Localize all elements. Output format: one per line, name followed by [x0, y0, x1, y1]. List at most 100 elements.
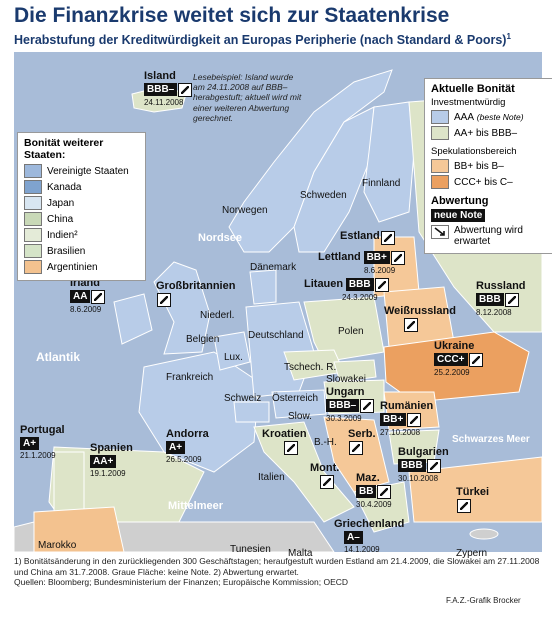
- land-norwegen: [228, 69, 393, 253]
- rating-bulgarien: Bulgarien BBB 30.10.2008: [398, 446, 449, 483]
- arrow-glyph: [434, 227, 445, 236]
- arrow-down-icon: [374, 278, 389, 292]
- rating-badge: BBB: [398, 459, 426, 472]
- rating-badge: BB+: [363, 251, 390, 264]
- legend-abwertung-title: Abwertung: [431, 195, 489, 207]
- rating-badge: BB+: [380, 413, 407, 426]
- legend-title: Bonität weiterer Staaten:: [24, 137, 104, 161]
- land-polen: [303, 296, 385, 363]
- country-daenemark: Dänemark: [250, 262, 297, 273]
- arrow-down-icon: [431, 225, 449, 239]
- rating-name: Rumänien: [380, 400, 434, 412]
- reading-example-note: Lesebeispiel: Island wurde am 24.11.2008…: [193, 72, 302, 123]
- swatch: [24, 180, 42, 194]
- rating-name: Lettland: [318, 251, 361, 263]
- sea-mittelmeer: Mittelmeer: [168, 500, 224, 512]
- legend-label: AAA: [454, 111, 475, 123]
- country-slowakei: Slowakei: [326, 374, 367, 385]
- rating-badge: A+: [166, 441, 186, 454]
- rating-ukraine: Ukraine CCC+ 25.2.2009: [434, 340, 483, 377]
- rating-date: 19.1.2009: [90, 469, 126, 478]
- rating-island: Island BBB– 24.11.2008: [144, 70, 193, 107]
- land-tuerkei: [408, 456, 542, 523]
- rating-name: Weißrussland: [384, 305, 456, 317]
- land-marokko: [33, 506, 125, 552]
- legend-label: Indien²: [47, 229, 78, 241]
- rating-badge: A–: [344, 531, 363, 544]
- country-deutschland: Deutschland: [248, 330, 304, 341]
- rating-name: Griechenland: [334, 518, 405, 530]
- rating-badge: AA+: [90, 455, 117, 468]
- legend-other-states: Bonität weiterer Staaten: Vereinigte Sta…: [17, 132, 146, 281]
- arrow-down-icon: [504, 293, 519, 307]
- rating-rumaenien: Rumänien BB+ 27.10.2008: [380, 400, 433, 437]
- land-benelux: [213, 331, 251, 371]
- arrow-down-icon: [426, 459, 441, 473]
- rating-date: 26.5.2009: [166, 455, 202, 464]
- rating-weissrussland: Weißrussland: [384, 305, 456, 332]
- legend-label: Japan: [47, 197, 75, 209]
- rating-tuerkei: Türkei: [456, 486, 489, 513]
- legend-item-expected: Abwertung wird erwartet: [431, 225, 547, 247]
- rating-date: 24.3.2009: [342, 293, 378, 302]
- sources-text: Quellen: Bloomberg; Bundesministerium de…: [14, 577, 349, 588]
- rating-grossbritannien: Großbritannien: [156, 280, 235, 307]
- page-subtitle: Herabstufung der Kreditwürdigkeit an Eur…: [14, 32, 511, 47]
- sea-schwarzes-meer: Schwarzes Meer: [452, 434, 530, 445]
- legend-item: Japan: [24, 196, 139, 210]
- arrow-down-icon: [407, 413, 422, 427]
- rating-andorra: Andorra A+ 26.5.2009: [166, 428, 209, 464]
- land-irland: [113, 293, 153, 345]
- land-schweiz: [233, 401, 270, 423]
- legend-item: Brasilien: [24, 244, 139, 258]
- rating-mazedonien: Maz. BB 30.4.2009: [356, 472, 392, 509]
- rating-date: 8.6.2009: [70, 305, 102, 314]
- rating-badge: AA: [70, 290, 91, 303]
- rating-serbien: Serb.: [348, 428, 376, 455]
- arrow-down-icon: [320, 475, 334, 489]
- rating-name: Maz.: [356, 472, 380, 484]
- land-zypern: [469, 528, 499, 540]
- rating-name: Türkei: [456, 486, 490, 498]
- arrow-down-icon: [468, 353, 483, 367]
- rating-name: Ungarn: [326, 386, 365, 398]
- rating-name: Kroatien: [262, 428, 307, 440]
- rating-ungarn: Ungarn BBB– 30.3.2009: [326, 386, 375, 423]
- legend-item: Argentinien: [24, 260, 139, 274]
- country-oesterreich: Österreich: [272, 393, 319, 404]
- footer-notes: 1) Bonitätsänderung in den zurückliegend…: [14, 556, 544, 588]
- rating-name: Großbritannien: [156, 280, 236, 292]
- arrow-down-icon: [284, 441, 298, 455]
- arrow-down-icon: [157, 293, 171, 307]
- country-marokko: Marokko: [38, 540, 77, 551]
- rating-badge: BB: [356, 485, 377, 498]
- country-luxemburg: Lux.: [224, 352, 243, 363]
- rating-name: Ukraine: [434, 340, 475, 352]
- footnote-text: 1) Bonitätsänderung in den zurückliegend…: [14, 556, 540, 577]
- rating-spanien: Spanien AA+ 19.1.2009: [90, 442, 133, 478]
- country-schweden: Schweden: [300, 190, 347, 201]
- land-daenemark: [249, 269, 277, 305]
- legend-item: Kanada: [24, 180, 139, 194]
- country-tschechien: Tschech. R.: [284, 362, 337, 373]
- legend-new-note: neue Note: [431, 209, 486, 222]
- rating-litauen: Litauen BBB 24.3.2009: [304, 277, 389, 302]
- rating-badge: A+: [20, 437, 40, 450]
- legend-item-ccc: CCC+ bis C–: [431, 175, 547, 189]
- arrow-down-icon: [349, 441, 363, 455]
- legend-note: (beste Note): [476, 112, 524, 122]
- rating-name: Portugal: [20, 424, 65, 436]
- country-slowenien: Slow.: [288, 411, 312, 422]
- legend-item: Vereinigte Staaten: [24, 164, 139, 178]
- legend-label: China: [47, 213, 74, 225]
- country-norwegen: Norwegen: [222, 205, 268, 216]
- legend-current-rating: Aktuelle Bonität Investmentwürdig AAA (b…: [424, 78, 552, 254]
- swatch: [431, 110, 449, 124]
- country-schweiz: Schweiz: [224, 393, 262, 404]
- swatch: [431, 175, 449, 189]
- rating-date: 30.3.2009: [326, 414, 362, 423]
- legend-label: Kanada: [47, 181, 82, 193]
- legend-label: BB+ bis B–: [454, 160, 504, 172]
- rating-date: 8.6.2009: [364, 266, 396, 275]
- rating-badge: BBB–: [144, 83, 178, 96]
